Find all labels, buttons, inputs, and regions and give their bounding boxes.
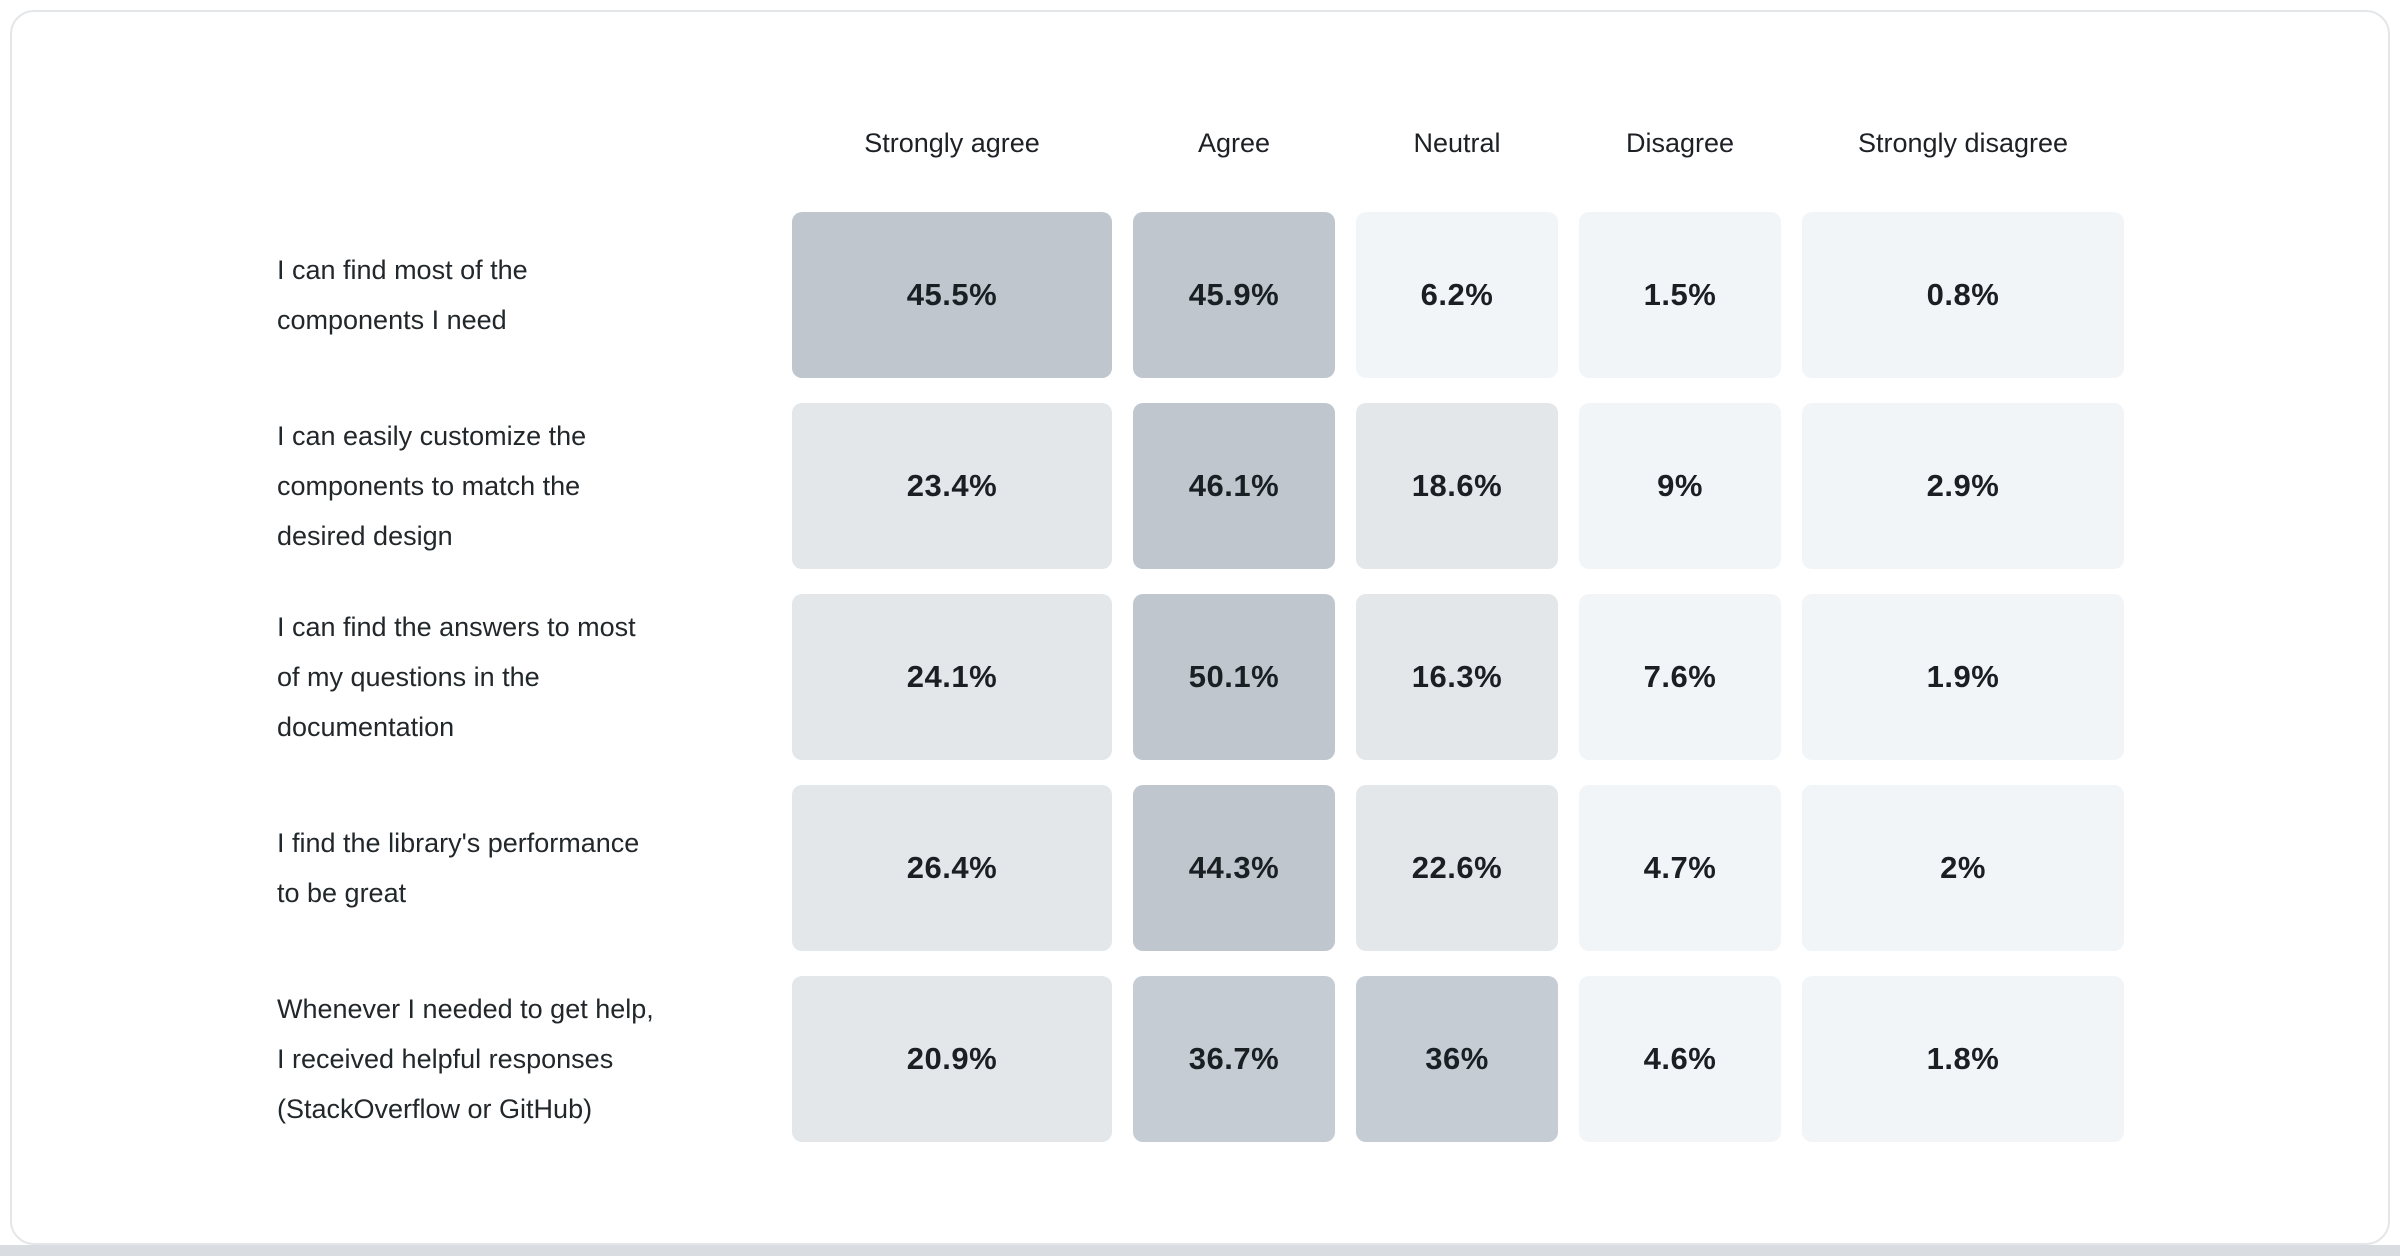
- heat-cell: 36.7%: [1133, 976, 1335, 1142]
- heat-cell: 23.4%: [792, 403, 1112, 569]
- survey-results-card: Strongly agree Agree Neutral Disagree St…: [10, 10, 2390, 1245]
- column-header-agree: Agree: [1197, 128, 1271, 158]
- header-spacer: [277, 12, 771, 187]
- heat-cell: 44.3%: [1133, 785, 1335, 951]
- row-label: I find the library's performance to be g…: [277, 828, 640, 908]
- heat-cell: 9%: [1579, 403, 1781, 569]
- heat-cell: 1.9%: [1802, 594, 2124, 760]
- heat-cell: 6.2%: [1356, 212, 1558, 378]
- heat-cell: 22.6%: [1356, 785, 1558, 951]
- survey-heatmap-table: Strongly agree Agree Neutral Disagree St…: [277, 12, 2124, 1142]
- column-header-strongly-agree: Strongly agree: [864, 128, 1040, 158]
- heat-cell: 45.5%: [792, 212, 1112, 378]
- heat-cell: 16.3%: [1356, 594, 1558, 760]
- column-header-disagree: Disagree: [1625, 128, 1735, 158]
- column-header-neutral: Neutral: [1413, 128, 1501, 158]
- row-label: I can find the answers to most of my que…: [277, 612, 636, 742]
- column-header-strongly-disagree: Strongly disagree: [1857, 128, 2069, 158]
- heat-cell: 36%: [1356, 976, 1558, 1142]
- heat-cell: 0.8%: [1802, 212, 2124, 378]
- heat-cell: 46.1%: [1133, 403, 1335, 569]
- row-label: Whenever I needed to get help, I receive…: [277, 994, 654, 1124]
- heat-cell: 4.6%: [1579, 976, 1781, 1142]
- row-label: I can easily customize the components to…: [277, 421, 587, 551]
- heat-cell: 50.1%: [1133, 594, 1335, 760]
- heat-cell: 2%: [1802, 785, 2124, 951]
- heat-cell: 24.1%: [792, 594, 1112, 760]
- heat-cell: 1.8%: [1802, 976, 2124, 1142]
- heat-cell: 7.6%: [1579, 594, 1781, 760]
- heat-cell: 45.9%: [1133, 212, 1335, 378]
- row-label: I can find most of the components I need: [277, 255, 528, 335]
- heat-cell: 18.6%: [1356, 403, 1558, 569]
- heat-cell: 26.4%: [792, 785, 1112, 951]
- heat-cell: 4.7%: [1579, 785, 1781, 951]
- heat-cell: 1.5%: [1579, 212, 1781, 378]
- heat-cell: 2.9%: [1802, 403, 2124, 569]
- heat-cell: 20.9%: [792, 976, 1112, 1142]
- page-bottom-strip: [0, 1245, 2400, 1256]
